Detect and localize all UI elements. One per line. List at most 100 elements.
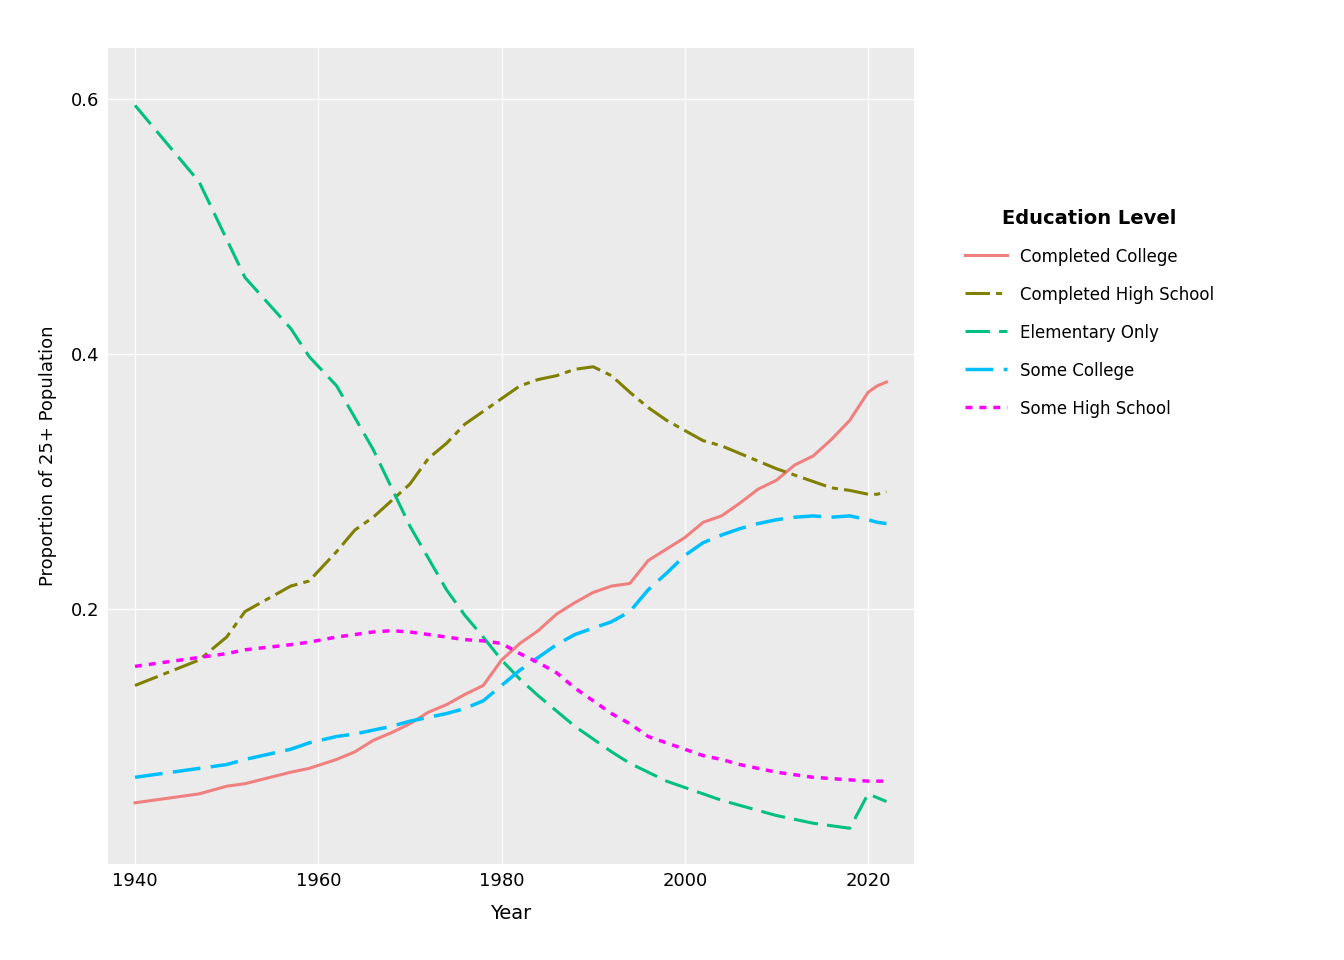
Completed High School bbox=[750, 455, 766, 467]
Elementary Only bbox=[219, 233, 235, 245]
Some High School bbox=[585, 695, 601, 707]
Completed High School bbox=[512, 380, 528, 392]
Legend: Completed College, Completed High School, Elementary Only, Some College, Some Hi: Completed College, Completed High School… bbox=[957, 201, 1223, 426]
Elementary Only bbox=[301, 350, 317, 362]
Some High School bbox=[879, 776, 895, 787]
Completed High School bbox=[622, 387, 638, 398]
Elementary Only bbox=[548, 706, 564, 717]
Completed College bbox=[567, 597, 583, 609]
Some College bbox=[282, 743, 298, 755]
Completed College bbox=[191, 788, 207, 800]
Elementary Only bbox=[860, 788, 876, 800]
Some College bbox=[457, 703, 473, 714]
Some High School bbox=[695, 750, 711, 761]
Line: Completed College: Completed College bbox=[134, 382, 887, 803]
Elementary Only bbox=[191, 176, 207, 187]
Some College bbox=[824, 512, 840, 523]
Line: Completed High School: Completed High School bbox=[134, 367, 887, 685]
Some College bbox=[567, 629, 583, 640]
Some High School bbox=[421, 629, 437, 640]
Completed High School bbox=[237, 606, 253, 617]
Elementary Only bbox=[750, 804, 766, 816]
Some College bbox=[786, 512, 802, 523]
Completed College bbox=[457, 688, 473, 700]
Completed High School bbox=[219, 632, 235, 643]
Completed College bbox=[512, 637, 528, 649]
Completed College bbox=[301, 762, 317, 774]
Some College bbox=[750, 517, 766, 529]
Elementary Only bbox=[421, 552, 437, 564]
Elementary Only bbox=[870, 792, 886, 804]
Line: Elementary Only: Elementary Only bbox=[134, 106, 887, 828]
Some College bbox=[438, 708, 454, 719]
Completed College bbox=[219, 780, 235, 792]
Some High School bbox=[640, 731, 656, 742]
Completed College bbox=[677, 532, 694, 543]
Completed College bbox=[366, 734, 382, 746]
Completed College bbox=[640, 555, 656, 566]
Y-axis label: Proportion of 25+ Population: Proportion of 25+ Population bbox=[39, 325, 56, 587]
Elementary Only bbox=[530, 690, 546, 702]
Completed College bbox=[328, 754, 344, 765]
Completed High School bbox=[841, 485, 857, 496]
Some College bbox=[870, 516, 886, 528]
Some College bbox=[640, 584, 656, 595]
Completed High School bbox=[493, 393, 509, 404]
Some College bbox=[126, 772, 142, 783]
Elementary Only bbox=[402, 520, 418, 532]
Some College bbox=[585, 622, 601, 634]
Some High School bbox=[841, 774, 857, 785]
Some College bbox=[677, 550, 694, 562]
X-axis label: Year: Year bbox=[491, 904, 531, 924]
Some College bbox=[421, 711, 437, 723]
Some High School bbox=[457, 634, 473, 645]
Some High School bbox=[530, 657, 546, 668]
Completed High School bbox=[530, 373, 546, 385]
Some High School bbox=[677, 743, 694, 755]
Completed College bbox=[860, 387, 876, 398]
Completed High School bbox=[805, 476, 821, 488]
Completed College bbox=[603, 580, 620, 591]
Some College bbox=[659, 567, 675, 579]
Completed College bbox=[841, 415, 857, 426]
Some High School bbox=[622, 718, 638, 730]
Some High School bbox=[860, 776, 876, 787]
Elementary Only bbox=[659, 776, 675, 787]
Line: Some High School: Some High School bbox=[134, 631, 887, 781]
Completed High School bbox=[328, 546, 344, 558]
Elementary Only bbox=[731, 800, 747, 811]
Completed College bbox=[383, 727, 399, 738]
Some High School bbox=[237, 644, 253, 656]
Some College bbox=[347, 729, 363, 740]
Some College bbox=[731, 523, 747, 535]
Some College bbox=[548, 639, 564, 651]
Some High School bbox=[438, 632, 454, 643]
Some High School bbox=[402, 626, 418, 637]
Completed College bbox=[750, 484, 766, 495]
Elementary Only bbox=[457, 610, 473, 621]
Some College bbox=[191, 762, 207, 774]
Completed High School bbox=[860, 489, 876, 500]
Completed College bbox=[548, 609, 564, 620]
Some High School bbox=[301, 636, 317, 648]
Completed College bbox=[438, 699, 454, 710]
Line: Some College: Some College bbox=[134, 516, 887, 778]
Some High School bbox=[870, 776, 886, 787]
Completed College bbox=[824, 434, 840, 445]
Elementary Only bbox=[677, 781, 694, 793]
Elementary Only bbox=[126, 100, 142, 111]
Some High School bbox=[383, 625, 399, 636]
Completed College bbox=[879, 376, 895, 388]
Completed High School bbox=[438, 438, 454, 449]
Elementary Only bbox=[640, 766, 656, 778]
Some College bbox=[301, 737, 317, 749]
Elementary Only bbox=[622, 757, 638, 769]
Completed College bbox=[786, 459, 802, 470]
Elementary Only bbox=[824, 820, 840, 831]
Some High School bbox=[493, 637, 509, 649]
Some High School bbox=[786, 769, 802, 780]
Some High School bbox=[219, 648, 235, 660]
Completed High School bbox=[282, 580, 298, 591]
Elementary Only bbox=[512, 673, 528, 684]
Elementary Only bbox=[237, 272, 253, 283]
